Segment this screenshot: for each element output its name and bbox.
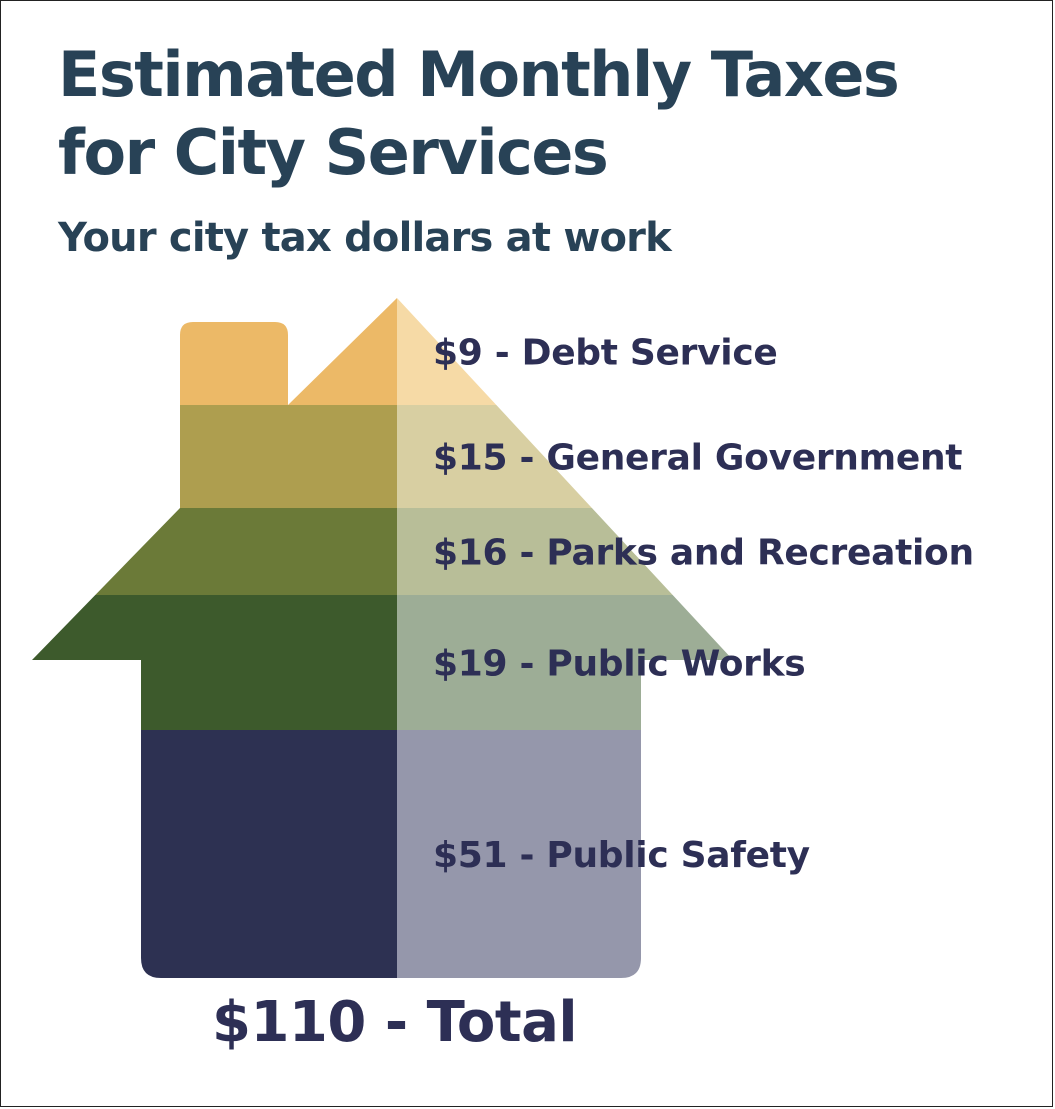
band-left-2 — [32, 508, 397, 595]
segment-label-1: $15 - General Government — [433, 438, 962, 479]
segment-labels: $9 - Debt Service $15 - General Governmen… — [433, 333, 974, 877]
title-line-2: for City Services — [58, 116, 609, 189]
band-left-1 — [32, 405, 397, 508]
chart-title: Estimated Monthly Taxes for City Service… — [58, 36, 900, 192]
segment-label-3: $19 - Public Works — [433, 644, 805, 685]
total-label: $110 - Total — [212, 990, 578, 1055]
band-left-4 — [32, 730, 397, 978]
segment-label-2: $16 - Parks and Recreation — [433, 533, 974, 574]
house-shape — [32, 298, 733, 978]
segment-label-0: $9 - Debt Service — [433, 333, 777, 374]
chart-subtitle: Your city tax dollars at work — [58, 215, 672, 261]
band-left-3 — [32, 595, 397, 730]
segment-label-4: $51 - Public Safety — [433, 835, 810, 876]
band-left-0 — [32, 298, 397, 405]
title-line-1: Estimated Monthly Taxes — [58, 38, 900, 111]
